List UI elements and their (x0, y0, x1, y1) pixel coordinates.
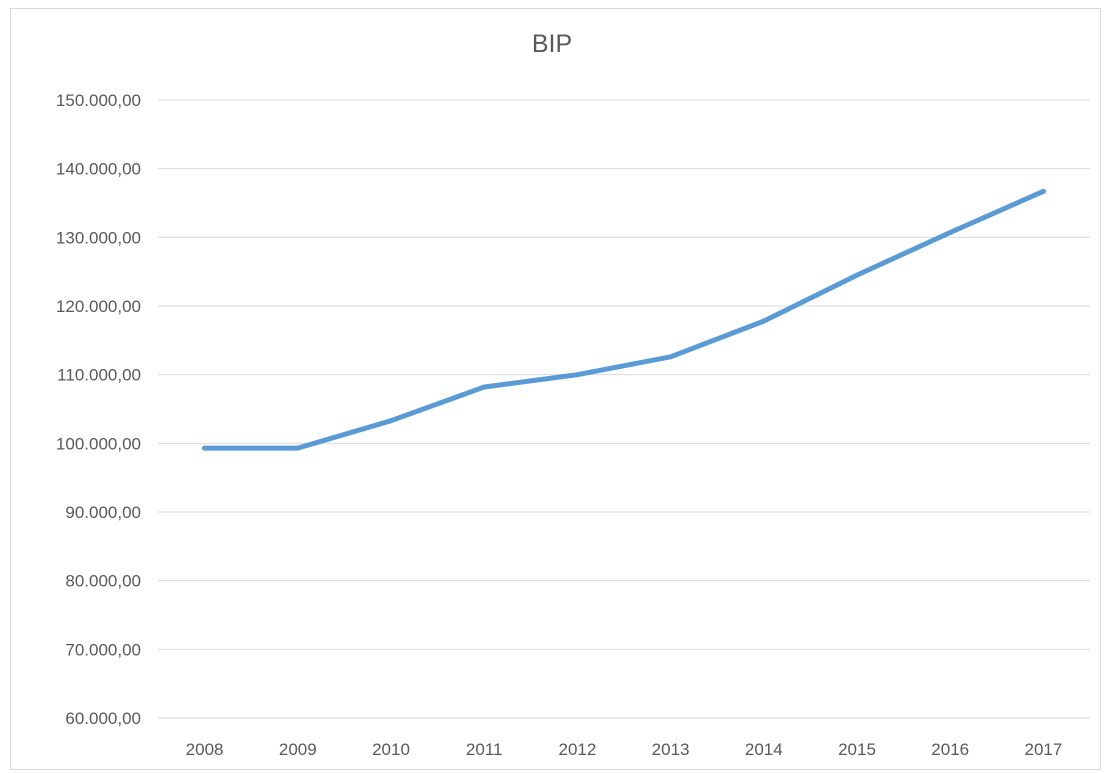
x-tick-label: 2009 (279, 740, 317, 759)
x-tick-label: 2016 (931, 740, 969, 759)
series-lines (202, 188, 1046, 451)
x-tick-label: 2010 (372, 740, 410, 759)
data-point (295, 445, 301, 451)
y-axis-tick-labels: 60.000,00 70.000,00 80.000,00 90.000,00 100.… (56, 91, 141, 728)
x-tick-label: 2008 (186, 740, 224, 759)
y-tick-label: 130.000,00 (56, 228, 141, 247)
series-line (202, 188, 1046, 451)
y-tick-label: 90.000,00 (65, 503, 141, 522)
data-point (481, 384, 487, 390)
x-tick-label: 2012 (558, 740, 596, 759)
y-tick-label: 110.000,00 (57, 366, 141, 385)
x-tick-label: 2015 (838, 740, 876, 759)
data-point (388, 418, 394, 424)
gridlines (158, 99, 1090, 719)
y-tick-label: 70.000,00 (65, 640, 141, 659)
y-tick-label: 100.000,00 (56, 434, 141, 453)
x-tick-label: 2011 (466, 740, 503, 759)
data-point (761, 318, 767, 324)
y-tick-label: 120.000,00 (56, 297, 141, 316)
x-tick-label: 2014 (745, 740, 783, 759)
data-point (202, 445, 208, 451)
x-tick-label: 2013 (652, 740, 690, 759)
data-point (947, 230, 953, 236)
y-tick-label: 80.000,00 (65, 572, 141, 591)
chart-area (10, 8, 1101, 770)
data-point (854, 272, 860, 278)
chart-title: BIP (531, 30, 573, 58)
y-tick-label: 140.000,00 (56, 160, 141, 179)
data-point (574, 372, 580, 378)
x-axis-tick-labels: 2008 2009 2010 2011 2012 2013 2014 2015 2016 2017 (186, 740, 1063, 759)
y-tick-label: 150.000,00 (56, 91, 141, 110)
data-point (668, 354, 674, 360)
data-point (1040, 188, 1046, 194)
x-tick-label: 2017 (1024, 740, 1062, 759)
y-tick-label: 60.000,00 (65, 709, 141, 728)
